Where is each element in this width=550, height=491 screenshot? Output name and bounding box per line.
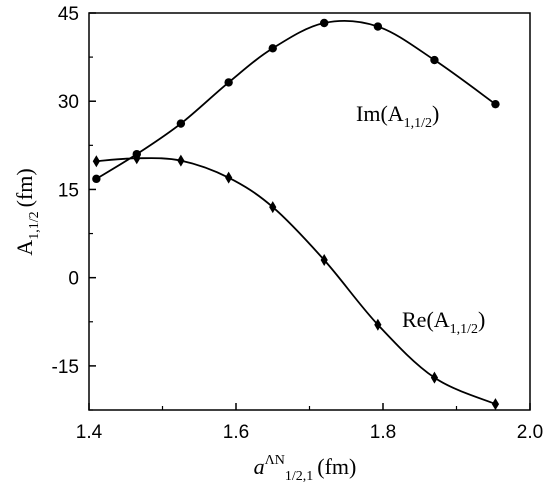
data-point-im <box>268 44 277 53</box>
series-label-im: Im(A1,1/2) <box>356 101 439 131</box>
series-markers <box>92 18 500 411</box>
y-tick-label: 45 <box>58 4 79 25</box>
series-label-re-tail: ) <box>478 307 485 332</box>
series-label-im-base: Im(A <box>356 101 404 126</box>
y-axis-title-sub: 1,1/2 <box>27 211 42 239</box>
data-point-re <box>225 171 233 184</box>
series-line-im <box>95 19 496 180</box>
y-tick-label: 15 <box>58 180 79 201</box>
series-line-re <box>96 157 496 405</box>
data-point-im <box>320 18 329 28</box>
data-point-im <box>176 119 186 128</box>
series-label-im-sub: 1,1/2 <box>404 116 432 131</box>
data-point-im <box>373 22 383 31</box>
data-point-im <box>430 55 439 65</box>
y-tick-label: -15 <box>52 357 79 378</box>
series-label-re-sub: 1,1/2 <box>450 322 478 337</box>
data-point-re <box>374 318 382 331</box>
data-point-im <box>224 78 233 87</box>
plot-area-border <box>88 12 531 411</box>
y-axis-title: A1,1/2 (fm) <box>12 168 42 255</box>
plot-frame <box>88 12 531 411</box>
x-tick-label: 1.8 <box>370 422 396 443</box>
x-axis-title-unit: (fm) <box>317 454 356 479</box>
series-label-re-base: Re(A <box>402 307 450 332</box>
x-axis-title-sup: ΛN <box>265 453 285 468</box>
x-axis-title-base: a <box>254 454 265 479</box>
data-point-im <box>92 174 101 184</box>
data-point-re <box>177 154 185 167</box>
x-axis-title-sub: 1/2,1 <box>285 469 313 484</box>
data-point-re <box>269 201 277 214</box>
x-tick-label: 2.0 <box>517 422 543 443</box>
data-point-re <box>92 155 100 168</box>
y-axis-title-base: A <box>12 240 37 256</box>
y-tick-label: 0 <box>68 269 79 290</box>
data-point-im <box>491 99 500 109</box>
x-tick-label: 1.4 <box>76 422 103 443</box>
x-axis-title: aΛN1/2,1 (fm) <box>254 453 357 484</box>
series-label-im-tail: ) <box>432 101 439 126</box>
y-tick-label: 30 <box>58 92 79 113</box>
y-axis-title-unit: (fm) <box>12 168 37 207</box>
series-curves <box>95 19 496 405</box>
x-axis-ticks: 1.4 1.6 1.8 2.0 <box>76 403 543 443</box>
data-point-re <box>133 152 141 165</box>
series-label-re: Re(A1,1/2) <box>402 307 485 337</box>
data-point-re <box>430 371 439 384</box>
data-point-re <box>491 398 500 411</box>
data-point-re <box>320 254 328 267</box>
y-axis-ticks: -15 0 15 30 45 <box>52 4 96 411</box>
x-tick-label: 1.6 <box>223 422 249 443</box>
